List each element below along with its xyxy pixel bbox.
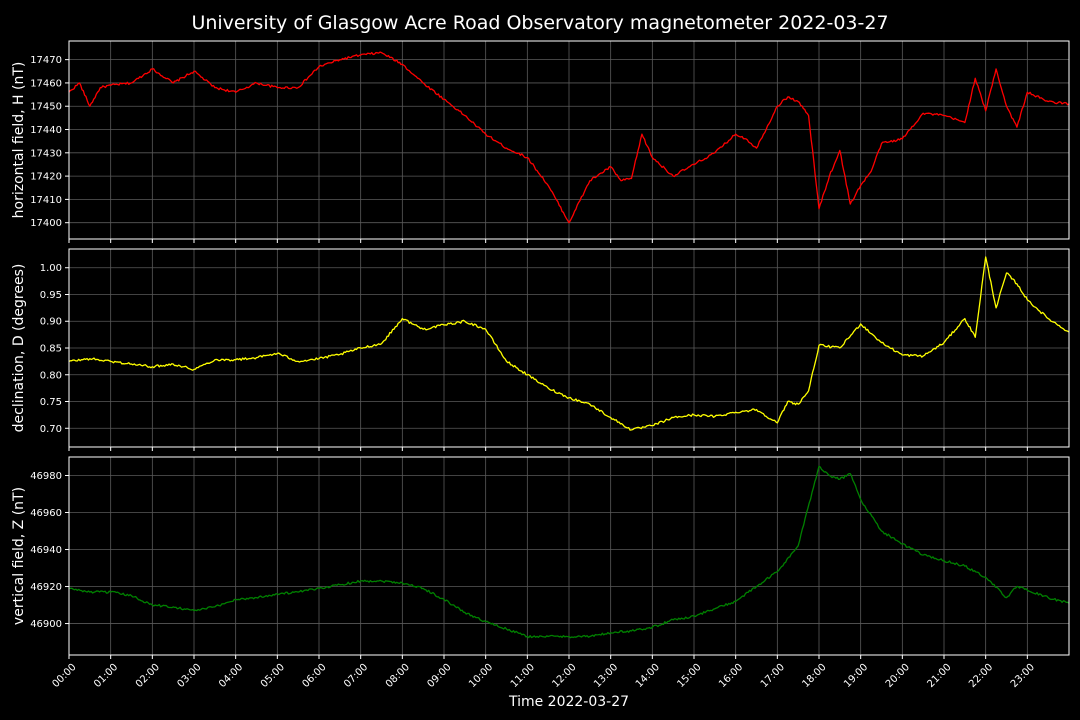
x-tick-label: 02:00	[134, 662, 162, 690]
x-tick-label: 07:00	[342, 662, 370, 690]
y-tick-label: 46980	[30, 471, 62, 482]
panel-D: 0.70 0.75 0.80 0.85 0.90 0.95 1.00 declination,…	[11, 248, 1070, 451]
x-tick-label: 10:00	[467, 662, 495, 690]
chart-panels: 17400 17410 17420 17430 17440 17450 17460 17470…	[11, 40, 1070, 690]
x-tick-label: 01:00	[92, 662, 120, 690]
x-tick-label: 18:00	[800, 662, 828, 690]
y-tick-label: 0.80	[40, 370, 62, 381]
x-tick-label: 23:00	[1009, 662, 1037, 690]
y-tick-label: 46940	[30, 545, 62, 556]
x-axis-label: Time 2022-03-27	[508, 694, 629, 710]
x-tick-label: 05:00	[259, 662, 287, 690]
y-tick-label: 46900	[30, 619, 62, 630]
y-tick-label: 17400	[30, 218, 62, 229]
x-tick-label: 12:00	[550, 662, 578, 690]
y-tick-label: 0.90	[40, 317, 62, 328]
y-tick-label: 17450	[30, 102, 62, 113]
panel-frame	[68, 456, 1070, 656]
x-tick-label: 15:00	[675, 662, 703, 690]
y-tick-label: 0.75	[40, 397, 62, 408]
x-tick-label: 09:00	[425, 662, 453, 690]
y-tick-label: 17430	[30, 148, 62, 159]
x-tick-label: 21:00	[925, 662, 953, 690]
y-tick-label: 0.95	[40, 290, 62, 301]
series-line-D	[68, 256, 1070, 431]
y-tick-label: 17410	[30, 195, 62, 206]
x-tick-label: 00:00	[50, 662, 78, 690]
x-tick-labels: 00:00 01:00 02:00 03:00 04:00 05:00 06:00 07:00…	[50, 662, 1036, 690]
series-line-Z	[68, 465, 1070, 639]
x-tick-label: 03:00	[175, 662, 203, 690]
y-tick-label: 46960	[30, 508, 62, 519]
x-tick-label: 08:00	[384, 662, 412, 690]
y-tick-label: 17470	[30, 55, 62, 66]
y-axis-label-Z: vertical field, Z (nT)	[11, 487, 27, 625]
x-tick-label: 22:00	[967, 662, 995, 690]
x-tick-label: 20:00	[884, 662, 912, 690]
y-tick-label: 17460	[30, 78, 62, 89]
y-tick-label: 17440	[30, 125, 62, 136]
x-tick-label: 17:00	[759, 662, 787, 690]
x-tick-label: 19:00	[842, 662, 870, 690]
y-tick-label: 17420	[30, 172, 62, 183]
y-tick-label: 0.85	[40, 344, 62, 355]
x-tick-label: 11:00	[509, 662, 537, 690]
x-tick-label: 16:00	[717, 662, 745, 690]
x-tick-label: 06:00	[300, 662, 328, 690]
panel-frame	[68, 40, 1070, 240]
panel-H: 17400 17410 17420 17430 17440 17450 17460 17470…	[11, 40, 1070, 243]
x-tick-label: 13:00	[592, 662, 620, 690]
y-tick-label: 46920	[30, 582, 62, 593]
series-line-H	[68, 51, 1070, 224]
y-tick-label: 0.70	[40, 424, 62, 435]
y-axis-label-D: declination, D (degrees)	[11, 264, 27, 433]
chart-title: University of Glasgow Acre Road Observat…	[191, 12, 888, 34]
y-tick-label: 1.00	[40, 263, 62, 274]
y-axis-label-H: horizontal field, H (nT)	[11, 62, 27, 219]
panel-frame	[68, 248, 1070, 448]
x-tick-label: 14:00	[634, 662, 662, 690]
x-tick-label: 04:00	[217, 662, 245, 690]
